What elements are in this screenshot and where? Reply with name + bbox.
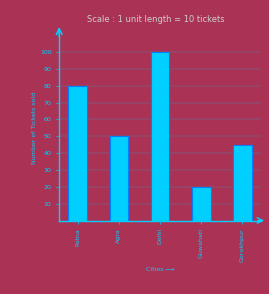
Bar bbox=[109, 136, 128, 220]
Text: Scale : 1 unit length = 10 tickets: Scale : 1 unit length = 10 tickets bbox=[87, 15, 225, 24]
X-axis label: Cities ⟶: Cities ⟶ bbox=[146, 267, 174, 272]
Bar bbox=[151, 52, 169, 220]
Bar bbox=[233, 145, 252, 220]
Bar bbox=[192, 187, 211, 220]
Y-axis label: Number of Tickets sold: Number of Tickets sold bbox=[32, 92, 37, 164]
Bar bbox=[68, 86, 87, 220]
